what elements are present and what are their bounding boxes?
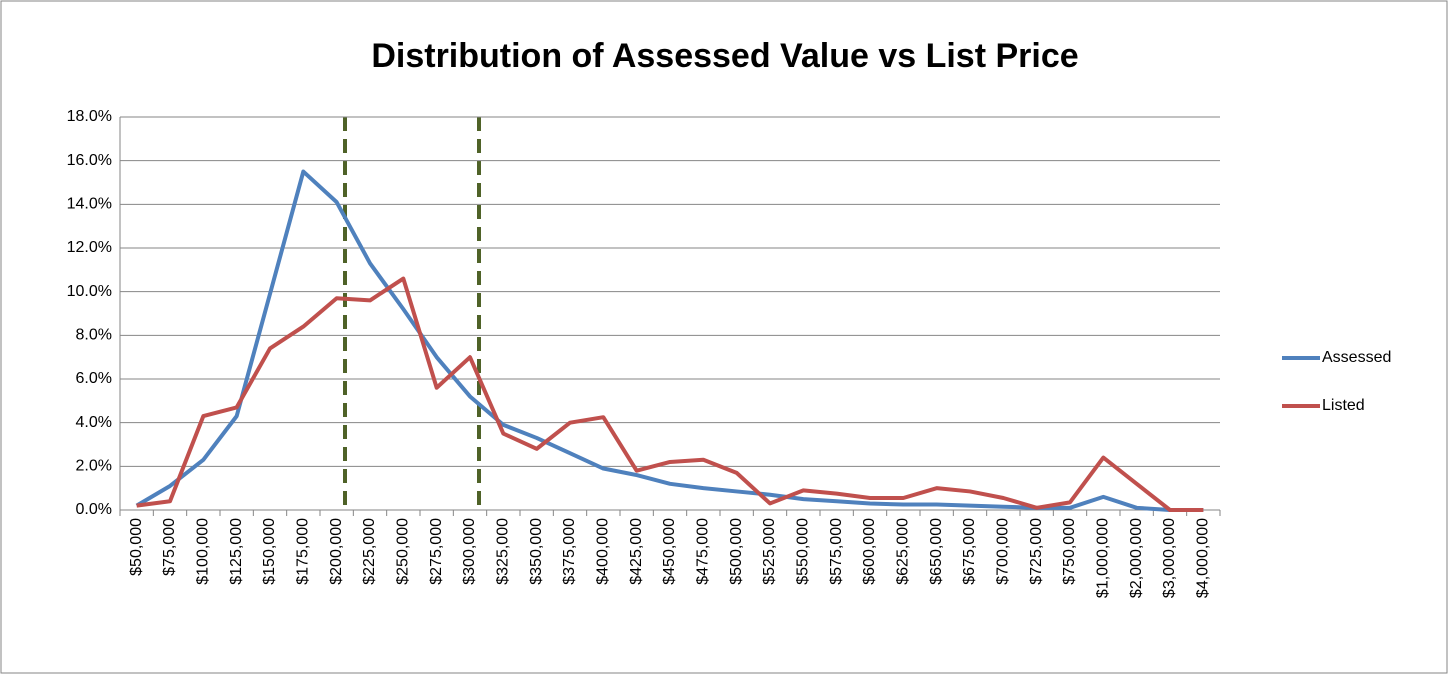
x-tick-label: $600,000 <box>861 518 878 585</box>
y-tick-label: 2.0% <box>76 458 112 475</box>
x-tick-label: $150,000 <box>261 518 278 585</box>
x-tick-label: $250,000 <box>395 518 412 585</box>
y-tick-label: 12.0% <box>67 239 112 256</box>
x-tick-label: $550,000 <box>795 518 812 585</box>
x-tick-label: $275,000 <box>428 518 445 585</box>
chart-title: Distribution of Assessed Value vs List P… <box>371 37 1078 75</box>
x-tick-label: $725,000 <box>1028 518 1045 585</box>
x-tick-label: $1,000,000 <box>1095 518 1112 598</box>
x-tick-label: $450,000 <box>661 518 678 585</box>
series-line <box>135 169 1204 512</box>
x-tick-label: $700,000 <box>995 518 1012 585</box>
x-tick-label: $100,000 <box>195 518 212 585</box>
y-tick-label: 16.0% <box>67 152 112 169</box>
x-tick-label: $175,000 <box>295 518 312 585</box>
x-tick-label: $4,000,000 <box>1195 518 1212 598</box>
x-tick-label: $625,000 <box>895 518 912 585</box>
x-tick-label: $3,000,000 <box>1161 518 1178 598</box>
x-tick-label: $300,000 <box>461 518 478 585</box>
y-tick-label: 8.0% <box>76 327 112 344</box>
x-tick-label: $425,000 <box>628 518 645 585</box>
x-tick-label: $525,000 <box>761 518 778 585</box>
x-tick-label: $50,000 <box>128 518 145 576</box>
x-tick-label: $2,000,000 <box>1128 518 1145 598</box>
y-tick-label: 6.0% <box>76 370 112 387</box>
x-tick-label: $350,000 <box>528 518 545 585</box>
y-tick-label: 14.0% <box>67 196 112 213</box>
x-tick-label: $475,000 <box>695 518 712 585</box>
x-tick-label: $650,000 <box>928 518 945 585</box>
x-tick-label: $225,000 <box>361 518 378 585</box>
x-tick-label: $750,000 <box>1061 518 1078 585</box>
x-tick-label: $75,000 <box>161 518 178 576</box>
legend-label: Listed <box>1322 397 1365 414</box>
x-tick-label: $325,000 <box>495 518 512 585</box>
y-tick-label: 4.0% <box>76 414 112 431</box>
y-tick-label: 10.0% <box>67 283 112 300</box>
x-tick-label: $400,000 <box>595 518 612 585</box>
series-line <box>136 276 1204 512</box>
x-tick-label: $675,000 <box>961 518 978 585</box>
y-tick-label: 18.0% <box>67 108 112 125</box>
x-tick-label: $575,000 <box>828 518 845 585</box>
x-tick-label: $500,000 <box>728 518 745 585</box>
legend-label: Assessed <box>1322 349 1391 366</box>
x-tick-label: $125,000 <box>228 518 245 585</box>
x-tick-label: $200,000 <box>328 518 345 585</box>
x-tick-label: $375,000 <box>561 518 578 585</box>
y-tick-label: 0.0% <box>76 501 112 518</box>
